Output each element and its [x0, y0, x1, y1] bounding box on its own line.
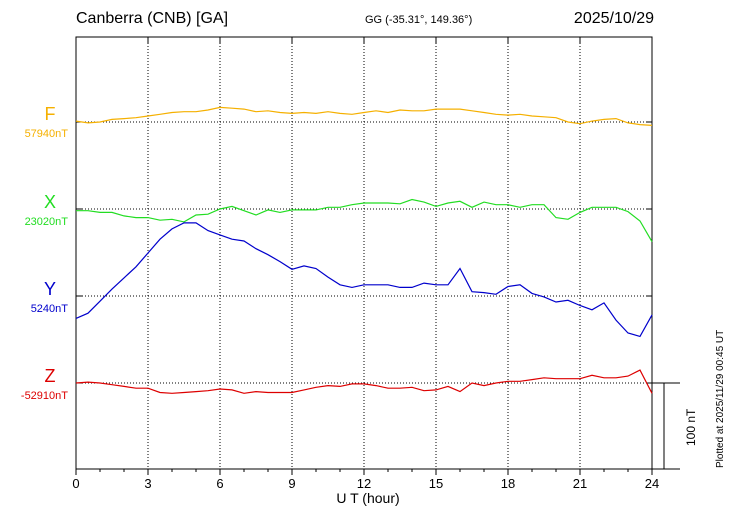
- scale-bar-label: 100 nT: [684, 408, 698, 446]
- x-tick-label: 3: [144, 476, 151, 491]
- baseline-value-Y: 5240nT: [30, 303, 68, 315]
- x-tick-label: 21: [573, 476, 587, 491]
- x-tick-label: 6: [216, 476, 223, 491]
- baseline-value-X: 23020nT: [24, 216, 68, 228]
- series-line-Y: [75, 222, 653, 338]
- series-line-X: [76, 198, 653, 243]
- series-label-Z: Z: [44, 366, 56, 386]
- x-tick-label: 0: [72, 476, 79, 491]
- x-tick-label: 18: [501, 476, 515, 491]
- date-label: 2025/10/29: [573, 10, 654, 27]
- series-label-F: F: [44, 104, 56, 124]
- x-tick-label: 15: [429, 476, 443, 491]
- station-coordinates: GG (-35.31°, 149.36°): [365, 14, 473, 26]
- series-line-F: [75, 106, 653, 126]
- plotted-timestamp: Plotted at 2025/11/29 00:45 UT: [715, 329, 726, 468]
- baseline-value-F: 57940nT: [24, 128, 68, 140]
- series-label-X: X: [43, 192, 56, 212]
- x-axis-label: U T (hour): [336, 490, 400, 506]
- x-tick-label: 12: [357, 476, 371, 491]
- x-tick-label: 9: [288, 476, 295, 491]
- baseline-value-Z: -52910nT: [20, 390, 68, 402]
- series-label-Y: Y: [43, 279, 56, 299]
- x-tick-label: 24: [645, 476, 659, 491]
- station-title: Canberra (CNB) [GA]: [76, 10, 229, 27]
- series-line-Z: [75, 369, 653, 394]
